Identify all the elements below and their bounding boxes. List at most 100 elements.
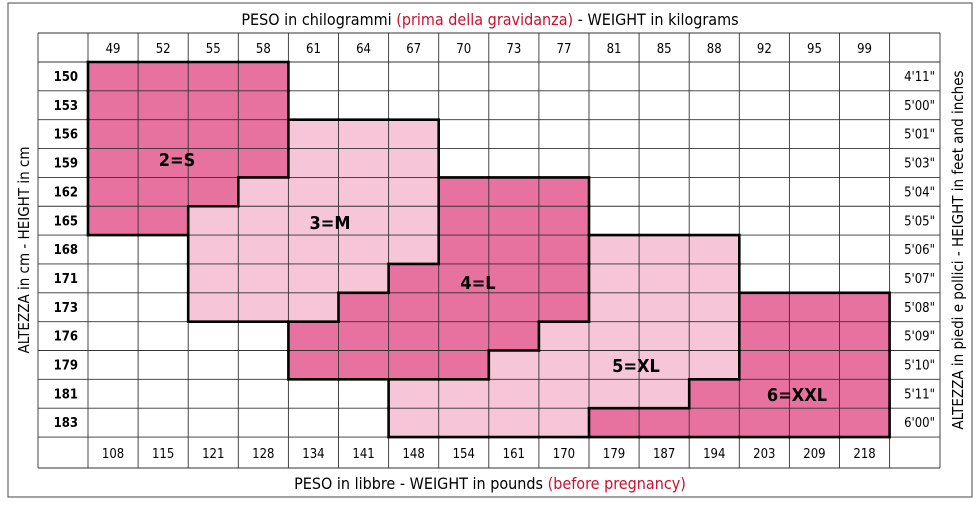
size-cell-xl <box>538 350 589 380</box>
height-cm-label: 171 <box>54 272 78 287</box>
size-cell-empty <box>739 90 790 120</box>
weight-lb-label: 134 <box>302 447 324 462</box>
weight-kg-label: 52 <box>156 42 171 57</box>
size-cell-empty <box>388 90 439 120</box>
height-cm-label: 165 <box>54 214 78 229</box>
size-cell-m <box>388 206 439 236</box>
height-cm-label: 168 <box>54 243 78 258</box>
size-cell-empty <box>689 177 740 207</box>
size-label-s: 2=S <box>159 150 196 171</box>
size-cell-m <box>338 177 389 207</box>
size-cell-empty <box>639 62 690 91</box>
size-cell-empty <box>739 263 790 293</box>
weight-kg-label: 99 <box>857 42 872 57</box>
size-cell-empty <box>789 90 840 120</box>
size-cell-empty <box>238 321 289 351</box>
size-cell-empty <box>589 62 640 91</box>
size-cell-l <box>488 292 539 322</box>
weight-lb-label: 203 <box>753 447 775 462</box>
size-cell-xxl <box>789 379 840 409</box>
size-cell-xxl <box>589 408 640 438</box>
size-cell-empty <box>188 379 239 409</box>
size-cell-s <box>88 119 139 149</box>
size-cell-empty <box>739 62 790 91</box>
weight-lb-label: 108 <box>102 447 124 462</box>
height-ft-label: 5'11" <box>904 387 935 402</box>
size-cell-empty <box>689 148 740 178</box>
size-cell-xl <box>639 263 690 293</box>
size-cell-l <box>488 235 539 264</box>
height-cm-label: 173 <box>54 301 78 316</box>
height-cm-label: 183 <box>54 416 78 431</box>
height-ft-label: 5'03" <box>904 157 935 172</box>
size-cell-m <box>288 235 339 264</box>
height-ft-label: 4'11" <box>904 70 935 85</box>
height-ft-label: 5'10" <box>904 359 935 374</box>
size-cell-xxl <box>839 379 890 409</box>
size-cell-empty <box>488 148 539 178</box>
size-cell-empty <box>138 379 189 409</box>
size-cell-empty <box>438 62 489 91</box>
size-cell-m <box>288 119 339 149</box>
size-cell-s <box>238 148 289 178</box>
top-title: PESO in chilogrammi (prima della gravida… <box>241 10 738 29</box>
size-cell-xl <box>639 379 690 409</box>
weight-kg-label: 81 <box>607 42 622 57</box>
size-cell-empty <box>438 90 489 120</box>
size-label-xl: 5=XL <box>612 356 660 377</box>
size-cell-m <box>388 148 439 178</box>
size-cell-l <box>488 206 539 236</box>
size-label-xxl: 6=XXL <box>767 385 827 406</box>
size-cell-xl <box>388 379 439 409</box>
size-cell-xl <box>438 379 489 409</box>
size-cell-xl <box>388 408 439 438</box>
height-ft-label: 5'04" <box>904 185 935 200</box>
size-cell-xl <box>689 350 740 380</box>
size-cell-empty <box>238 350 289 380</box>
weight-kg-label: 70 <box>456 42 471 57</box>
height-cm-label: 159 <box>54 157 78 172</box>
weight-lb-label: 187 <box>653 447 675 462</box>
size-cell-empty <box>138 235 189 264</box>
weight-kg-label: 49 <box>106 42 121 57</box>
size-cell-empty <box>338 408 389 438</box>
size-cell-xl <box>589 321 640 351</box>
size-cell-xl <box>538 379 589 409</box>
size-cell-empty <box>789 148 840 178</box>
size-cell-l <box>538 235 589 264</box>
size-cell-xl <box>689 235 740 264</box>
weight-kg-label: 95 <box>807 42 822 57</box>
height-ft-label: 5'09" <box>904 330 935 345</box>
size-cell-xl <box>538 321 589 351</box>
size-cell-m <box>188 292 239 322</box>
size-cell-empty <box>88 321 139 351</box>
size-cell-xl <box>689 263 740 293</box>
weight-lb-label: 121 <box>202 447 224 462</box>
size-cell-xxl <box>839 292 890 322</box>
size-cell-l <box>438 235 489 264</box>
size-cell-xxl <box>739 379 790 409</box>
size-cell-xl <box>589 292 640 322</box>
size-cell-m <box>238 206 289 236</box>
size-cell-s <box>188 119 239 149</box>
size-cell-m <box>188 263 239 293</box>
size-cell-xxl <box>739 408 790 438</box>
size-cell-empty <box>589 148 640 178</box>
size-cell-empty <box>88 235 139 264</box>
size-cell-empty <box>839 206 890 236</box>
size-cell-empty <box>488 119 539 149</box>
size-cell-empty <box>238 408 289 438</box>
weight-lb-label: 170 <box>553 447 575 462</box>
size-cell-xl <box>689 292 740 322</box>
size-cell-l <box>538 206 589 236</box>
size-cell-m <box>188 206 239 236</box>
size-cell-xl <box>538 408 589 438</box>
size-cell-xxl <box>689 408 740 438</box>
size-cell-empty <box>589 119 640 149</box>
size-cell-empty <box>438 148 489 178</box>
weight-kg-label: 88 <box>707 42 722 57</box>
size-cell-empty <box>88 350 139 380</box>
size-cell-empty <box>639 206 690 236</box>
height-cm-label: 181 <box>54 387 78 402</box>
size-cell-xl <box>589 263 640 293</box>
